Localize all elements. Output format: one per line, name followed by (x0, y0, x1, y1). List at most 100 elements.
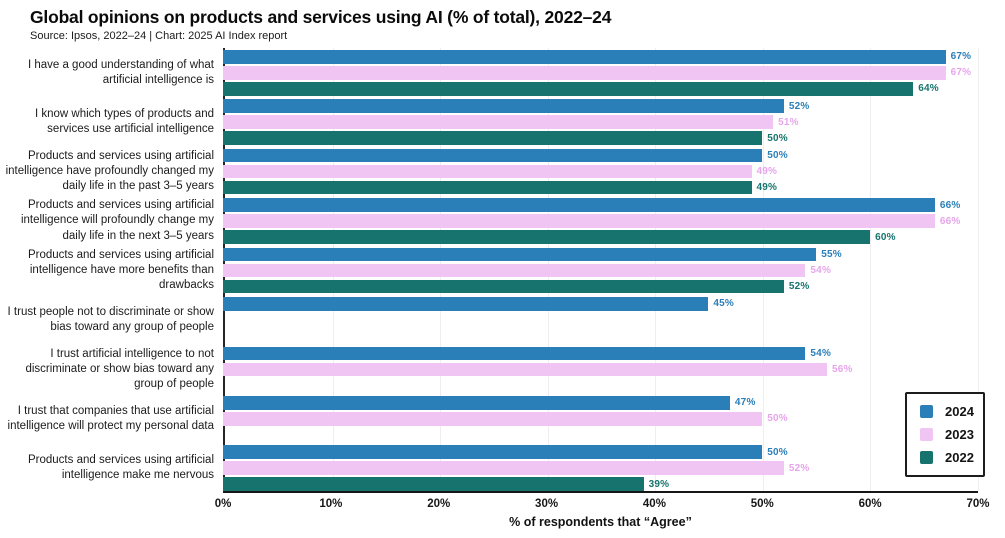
x-axis-title: % of respondents that “Agree” (509, 515, 692, 529)
bar-2023 (223, 164, 752, 179)
bar-slot: 54% (223, 346, 978, 361)
legend-swatch (920, 451, 933, 464)
category-label: I know which types of products and servi… (35, 107, 214, 136)
bar-value-label: 56% (832, 363, 853, 375)
bar-slot (223, 379, 978, 393)
legend: 2024 2023 2022 (905, 392, 985, 477)
bar-slot: 49% (223, 180, 978, 195)
bar-2022 (223, 279, 784, 294)
legend-item-2024: 2024 (920, 404, 974, 419)
bar-2023 (223, 65, 946, 80)
gridline (870, 48, 872, 491)
bar-value-label: 64% (918, 83, 939, 95)
bar-value-label: 52% (788, 100, 810, 112)
bar-slot (223, 313, 978, 327)
bar-value-label: 49% (756, 182, 778, 194)
bar-slot: 52% (223, 99, 978, 113)
bar-value-label: 67% (950, 51, 972, 63)
bar-2022 (223, 81, 914, 96)
category-label: I trust people not to discriminate or sh… (7, 305, 214, 333)
bar-2022 (223, 131, 763, 145)
bar-value-label: 39% (648, 478, 670, 490)
bar-value-label: 50% (767, 413, 788, 425)
bar-chart: I have a good understanding of what arti… (0, 48, 1005, 538)
bar-2024 (223, 297, 709, 311)
legend-label: 2022 (945, 450, 974, 465)
category-label: Products and services using artificial i… (28, 454, 214, 482)
x-tick-label: 30% (535, 498, 559, 510)
bar-value-label: 55% (821, 248, 842, 260)
legend-swatch (920, 405, 933, 418)
bar-2024 (223, 148, 763, 163)
bar-2024 (223, 49, 946, 64)
chart-source: Source: Ipsos, 2022–24 | Chart: 2025 AI … (30, 30, 288, 42)
category-label: I have a good understanding of what arti… (27, 58, 214, 86)
bars-cell: 50% 52% 39% (223, 445, 978, 491)
chart-rows: I have a good understanding of what arti… (0, 48, 1005, 493)
bar-slot: 67% (223, 49, 978, 64)
bar-slot: 47% (223, 396, 978, 410)
legend-item-2022: 2022 (920, 450, 974, 465)
bar-2024 (223, 346, 806, 361)
bar-value-label: 45% (713, 298, 734, 310)
bar-slot: 51% (223, 115, 978, 129)
chart-title: Global opinions on products and services… (30, 7, 612, 27)
bar-slot: 55% (223, 247, 978, 262)
bar-2024 (223, 445, 763, 460)
bars-cell: 67% 67% 64% (223, 49, 978, 96)
bar-value-label: 50% (767, 132, 788, 144)
bar-slot: 56% (223, 362, 978, 377)
bar-value-label: 67% (950, 67, 972, 79)
bars-cell: 47% 50% (223, 396, 978, 442)
x-tick-label: 10% (319, 498, 343, 510)
bar-2022 (223, 230, 871, 244)
bar-slot: 50% (223, 445, 978, 460)
bar-value-label: 49% (756, 166, 778, 178)
bar-2023 (223, 362, 827, 377)
bar-2023 (223, 115, 774, 129)
bar-2023 (223, 461, 784, 476)
x-tick-label: 0% (214, 498, 232, 510)
bar-value-label: 50% (767, 150, 788, 162)
x-tick-label: 60% (858, 498, 882, 510)
bars-cell: 66% 66% 60% (223, 198, 978, 244)
bar-group: I know which types of products and servi… (0, 97, 1005, 146)
bar-slot: 60% (223, 230, 978, 244)
bar-2023 (223, 411, 763, 426)
bar-2024 (223, 99, 784, 113)
bar-group: I have a good understanding of what arti… (0, 48, 1005, 97)
bar-2023 (223, 214, 935, 228)
x-axis: 0% 10% 20% 30% 40% 50% 60% 70% (215, 498, 990, 514)
bar-slot: 52% (223, 461, 978, 476)
category-label: Products and services using artificial i… (5, 149, 214, 193)
bar-slot: 54% (223, 263, 978, 278)
bar-2024 (223, 247, 817, 262)
bars-cell: 55% 54% 52% (223, 247, 978, 294)
category-label: I trust that companies that use artifici… (7, 404, 214, 432)
bar-value-label: 52% (788, 462, 810, 474)
bar-slot: 39% (223, 477, 978, 491)
legend-label: 2023 (945, 427, 974, 442)
x-tick-label: 70% (966, 498, 990, 510)
bar-2024 (223, 198, 935, 212)
bar-slot: 50% (223, 148, 978, 163)
legend-swatch (920, 428, 933, 441)
x-tick-label: 20% (427, 498, 451, 510)
bar-value-label: 52% (788, 280, 810, 292)
bar-2022 (223, 477, 644, 491)
bar-group: I trust people not to discriminate or sh… (0, 295, 1005, 344)
legend-label: 2024 (945, 404, 974, 419)
x-tick-label: 40% (642, 498, 666, 510)
bar-group: I trust that companies that use artifici… (0, 394, 1005, 443)
bar-2022 (223, 180, 752, 195)
bar-value-label: 51% (778, 116, 799, 128)
bar-slot: 50% (223, 131, 978, 145)
bar-2023 (223, 263, 806, 278)
bar-2024 (223, 396, 730, 410)
gridline (978, 48, 979, 491)
bars-cell: 50% 49% 49% (223, 148, 978, 195)
x-tick-label: 50% (750, 498, 774, 510)
bars-cell: 52% 51% 50% (223, 99, 978, 145)
bar-slot (223, 329, 978, 343)
